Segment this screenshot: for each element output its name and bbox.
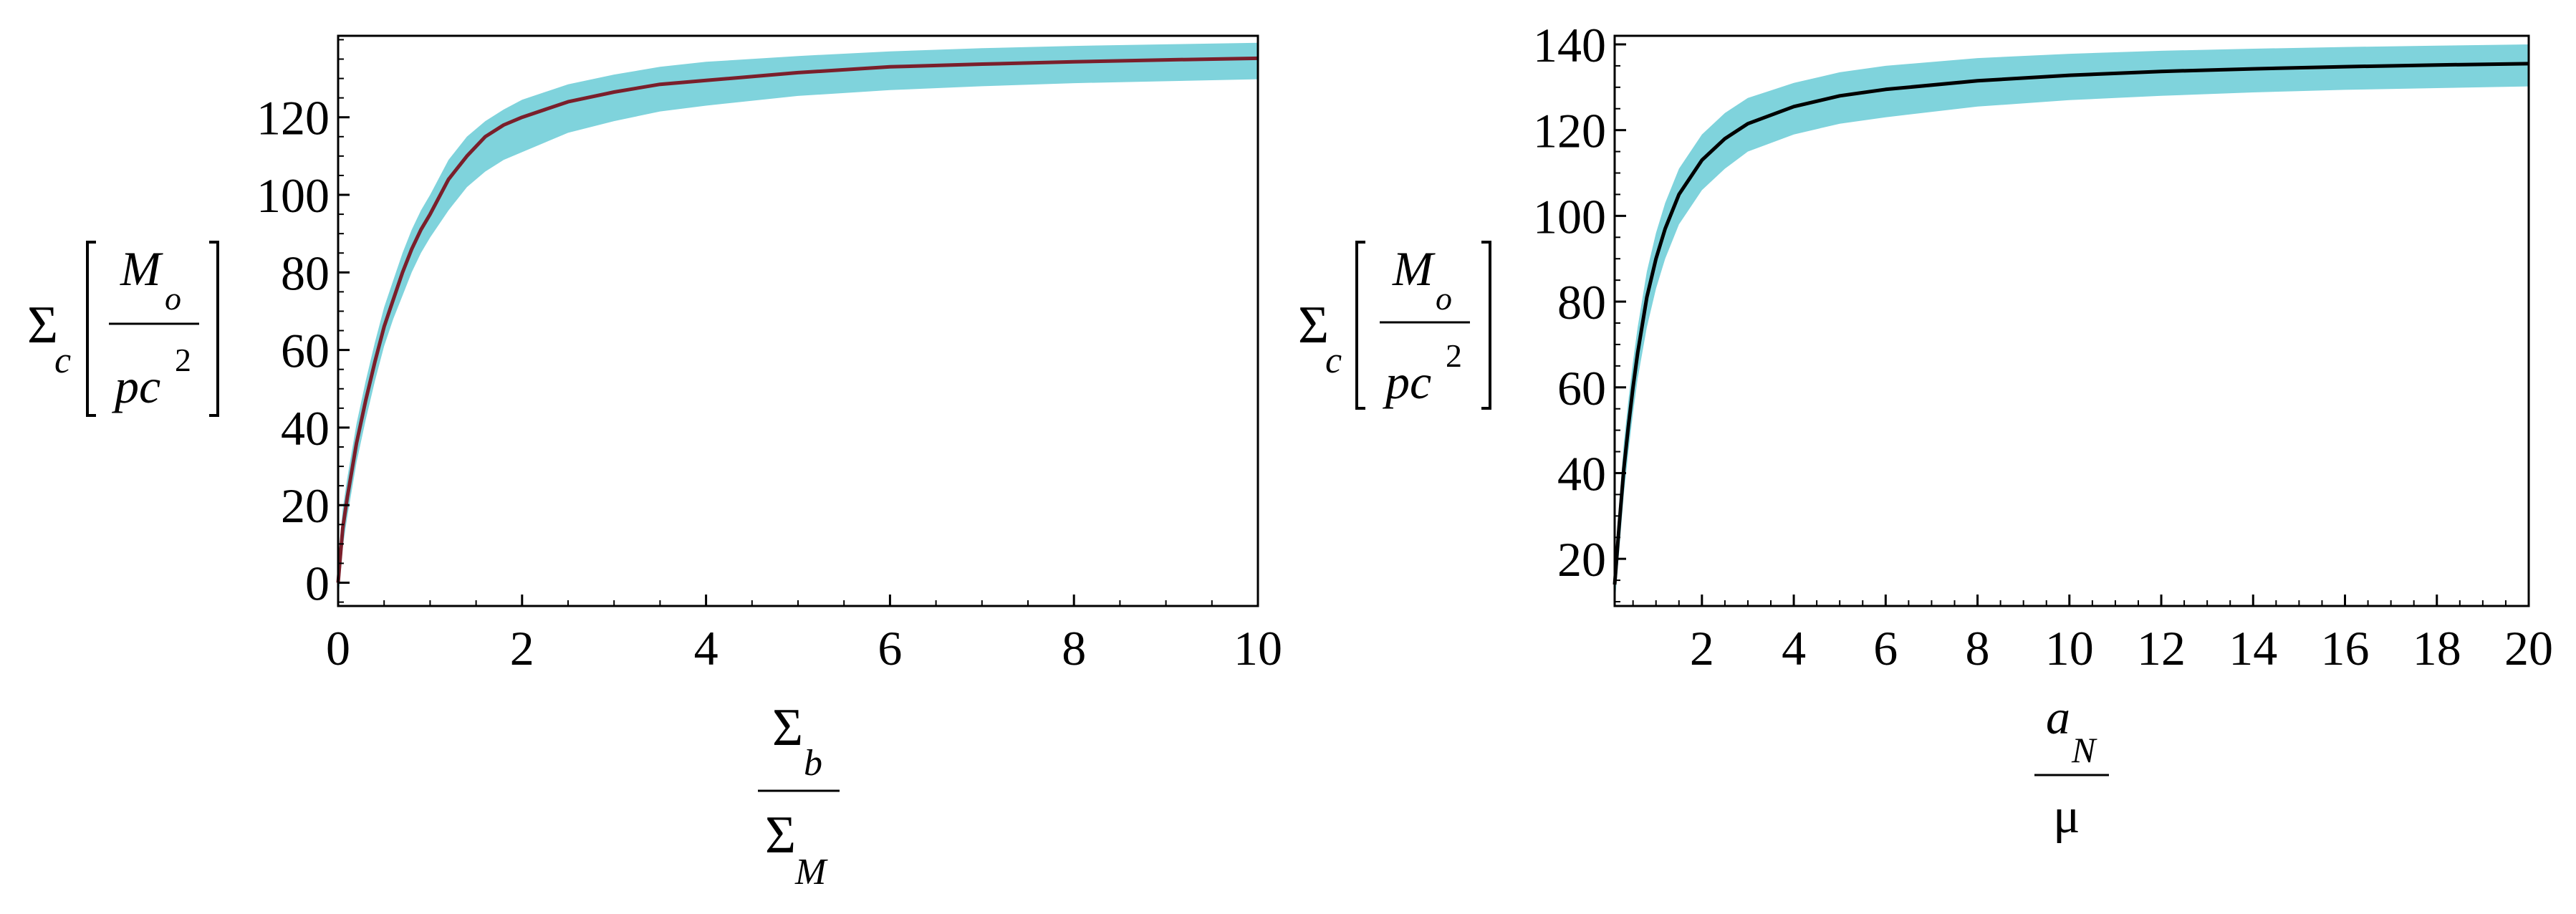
x-tick-label: 14 [2229,621,2277,675]
x-tick-label: 20 [2504,621,2553,675]
band-layer [1615,44,2529,606]
y-tick-label: 100 [256,168,330,223]
y-tick-label: 20 [1557,532,1606,587]
x-ticks: 0 2 4 6 8 10 [326,595,1282,675]
x-tick-label: 2 [510,621,534,675]
y-label-bracket-right [1481,241,1491,410]
x-label-numerator: a [2046,690,2070,744]
x-tick-label: 12 [2137,621,2186,675]
y-axis-label: Σ c M o pc 2 [27,241,219,417]
y-label-unit-den: pc [1383,355,1431,409]
y-label-unit-den-sup: 2 [175,342,191,378]
y-tick-label: 120 [1533,104,1606,158]
y-label-bracket-left [1355,241,1365,410]
chart-sigma-c-vs-sigma-b: 0 2 4 6 8 10 0 20 40 60 80 100 120 Σ c M o pc 2 Σ b… [27,34,1282,893]
y-label-unit-num: M [120,241,163,296]
y-label-symbol: Σ [27,296,58,355]
y-axis-label: Σ c M o pc 2 [1298,241,1491,410]
y-label-bracket-left [86,241,96,417]
x-tick-label: 4 [1782,621,1806,675]
y-label-unit-num-sub: o [165,280,181,317]
y-label-unit-num-sub: o [1436,280,1452,317]
y-tick-label: 140 [1533,18,1606,72]
uncertainty-band-0 [1615,44,2529,606]
plot-frame [337,34,1259,607]
x-tick-label: 10 [2045,621,2094,675]
x-label-numerator-sub: b [804,743,822,784]
y-tick-label: 20 [281,478,330,533]
x-label-numerator-sub: N [2071,730,2097,770]
x-tick-label: 10 [1234,621,1282,675]
series-line-0 [336,56,1259,583]
x-tick-label: 8 [1062,621,1086,675]
x-axis-label: Σ b Σ M [758,698,840,893]
y-tick-label: 120 [256,91,330,145]
x-axis-label: a N μ [2034,690,2109,844]
series-line-0 [1613,62,2529,585]
y-label-unit-num: M [1392,241,1436,296]
uncertainty-band-0 [338,42,1258,602]
x-label-denominator: μ [2053,789,2080,844]
y-tick-label: 100 [1533,189,1606,244]
x-label-numerator: Σ [772,698,803,757]
y-tick-label: 80 [1557,275,1606,329]
y-ticks: 20 40 60 80 100 120 140 [1533,18,1626,603]
x-ticks: 2 4 6 8 10 12 14 16 18 20 [1632,595,2553,675]
y-tick-label: 40 [1557,446,1606,501]
x-tick-label: 2 [1690,621,1714,675]
y-tick-label: 0 [305,557,330,611]
x-label-denominator-sub: M [794,852,828,893]
y-label-symbol-sub: c [54,340,71,381]
plot-frame [1613,34,2530,607]
band-layer [338,42,1258,602]
line-layer [1613,62,2529,585]
x-label-denominator: Σ [765,806,796,865]
x-tick-label: 18 [2413,621,2461,675]
y-tick-label: 60 [281,324,330,378]
line-layer [336,56,1259,583]
chart-sigma-c-vs-aN: 2 4 6 8 10 12 14 16 18 20 20 40 60 80 100 120 140 Σ c M… [1298,18,2553,844]
x-tick-label: 8 [1966,621,1990,675]
y-label-unit-den: pc [112,359,160,413]
x-tick-label: 16 [2321,621,2370,675]
y-label-unit-den-sup: 2 [1446,337,1462,374]
y-tick-label: 40 [281,401,330,456]
y-label-symbol: Σ [1298,296,1329,355]
y-label-bracket-right [209,241,219,417]
x-tick-label: 4 [694,621,719,675]
x-tick-label: 0 [326,621,350,675]
y-tick-label: 80 [281,246,330,300]
x-tick-label: 6 [1873,621,1898,675]
y-ticks: 0 20 40 60 80 100 120 [256,39,350,611]
y-tick-label: 60 [1557,361,1606,415]
x-tick-label: 6 [878,621,902,675]
y-label-symbol-sub: c [1325,340,1342,381]
